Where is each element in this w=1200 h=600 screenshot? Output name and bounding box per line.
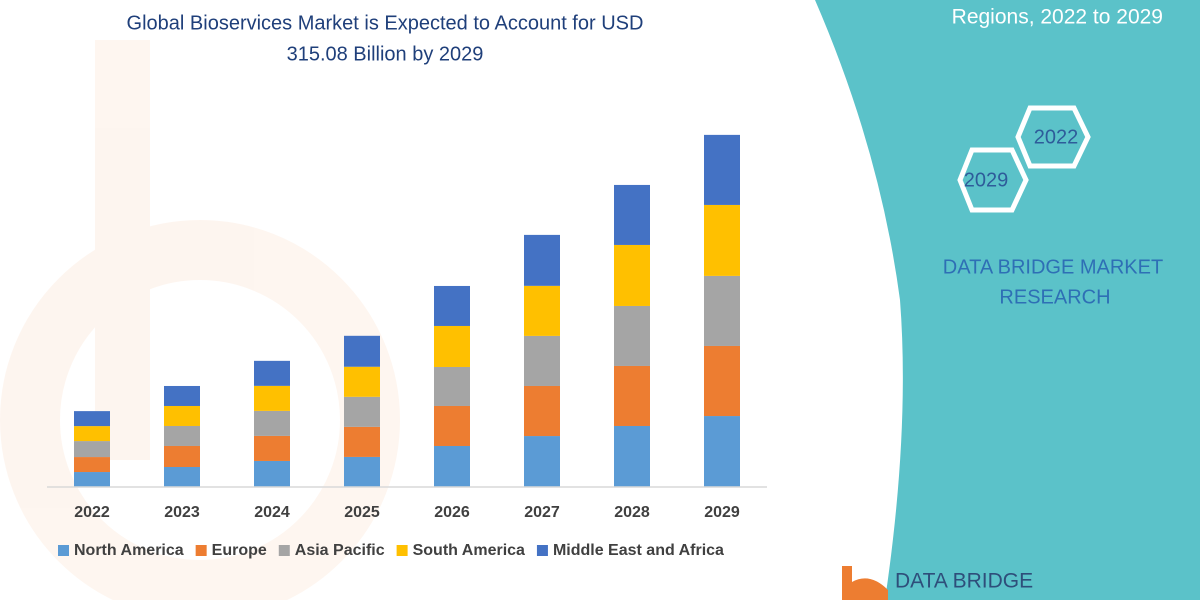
logo-icon: [842, 566, 888, 600]
legend-swatch: [58, 545, 69, 556]
bar-segment: [434, 445, 470, 487]
bar-segment: [254, 410, 290, 436]
legend-label: Europe: [212, 542, 267, 559]
bar-segment: [74, 411, 110, 427]
bar-segment: [704, 416, 740, 487]
bar-segment: [524, 436, 560, 487]
bar-segment: [74, 441, 110, 458]
bar-segment: [614, 184, 650, 245]
bar-segment: [524, 335, 560, 386]
bar-segment: [704, 134, 740, 205]
logo-text: DATA BRIDGE: [895, 570, 1033, 593]
bar-segment: [704, 204, 740, 276]
legend-label: North America: [74, 542, 184, 559]
bar-segment: [164, 466, 200, 487]
bar-segment: [434, 405, 470, 446]
legend-swatch: [396, 545, 408, 556]
bar-segment: [74, 426, 110, 442]
bar-segment: [614, 365, 650, 426]
legend-label: South America: [413, 542, 525, 559]
legend-swatch: [195, 545, 207, 556]
bar-segment: [164, 445, 200, 467]
x-tick-label: 2025: [344, 504, 380, 521]
legend-swatch: [536, 545, 548, 556]
bar-segment: [344, 366, 380, 397]
bar-segment: [164, 385, 200, 406]
bar-segment: [164, 405, 200, 426]
bar-segment: [524, 234, 560, 286]
bar-segment: [254, 435, 290, 461]
brand-line: RESEARCH: [999, 286, 1110, 308]
hexagon-label: 2029: [964, 169, 1009, 191]
bar-segment: [254, 385, 290, 411]
bar-segment: [344, 456, 380, 487]
side-subtitle: Regions, 2022 to 2029: [952, 6, 1163, 29]
bar-segment: [254, 460, 290, 487]
bar-segment: [74, 472, 110, 487]
hexagon-label: 2022: [1034, 126, 1079, 148]
bar-segment: [614, 305, 650, 366]
x-tick-label: 2022: [74, 504, 110, 521]
bar-segment: [434, 325, 470, 367]
legend-label: Middle East and Africa: [553, 542, 724, 559]
bar-segment: [434, 285, 470, 326]
hexagon: [957, 147, 1029, 213]
bar-segment: [254, 360, 290, 386]
chart-title: 315.08 Billion by 2029: [287, 43, 484, 65]
chart-title: Global Bioservices Market is Expected to…: [127, 12, 644, 34]
brand-line: DATA BRIDGE MARKET: [943, 256, 1163, 278]
bar-segment: [434, 366, 470, 406]
x-tick-label: 2027: [524, 504, 560, 521]
x-tick-label: 2028: [614, 504, 650, 521]
watermark-stem: [95, 40, 150, 460]
bar-segment: [344, 426, 380, 457]
bar-segment: [524, 285, 560, 336]
bar-segment: [524, 385, 560, 437]
x-tick-label: 2029: [704, 504, 740, 521]
side-panel: [815, 0, 1200, 600]
bar-segment: [344, 396, 380, 427]
legend-label: Asia Pacific: [295, 542, 385, 559]
bar-segment: [74, 457, 110, 473]
legend-swatch: [278, 545, 290, 556]
x-tick-label: 2026: [434, 504, 470, 521]
bar-segment: [344, 335, 380, 367]
bar-segment: [704, 345, 740, 417]
hexagon: [1015, 105, 1091, 169]
x-tick-label: 2023: [164, 504, 200, 521]
bar-segment: [614, 244, 650, 306]
x-tick-label: 2024: [254, 504, 290, 521]
bar-segment: [164, 425, 200, 446]
bar-segment: [614, 425, 650, 487]
bar-segment: [704, 275, 740, 346]
